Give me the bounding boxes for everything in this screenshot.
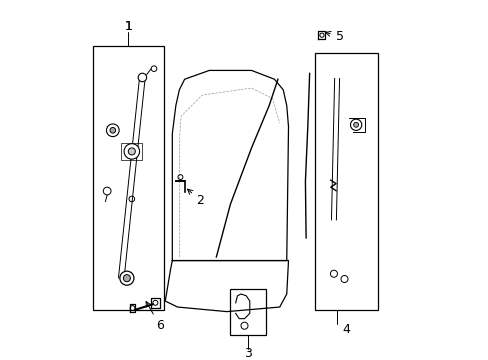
Text: 2: 2 [187,189,204,207]
Circle shape [110,127,115,133]
Circle shape [319,33,324,37]
Bar [230,289,265,334]
Circle shape [128,148,135,155]
Circle shape [106,124,119,137]
Circle shape [123,275,130,282]
Text: 4: 4 [342,323,350,336]
Text: 3: 3 [244,347,251,360]
Bar [314,53,378,310]
Text: 5: 5 [325,31,343,44]
Circle shape [124,144,139,159]
Circle shape [138,73,146,82]
Circle shape [103,187,111,195]
Circle shape [241,322,247,329]
Bar [121,143,142,160]
Circle shape [340,275,347,283]
Circle shape [353,122,358,127]
Text: 6: 6 [146,302,163,332]
Circle shape [330,270,337,277]
Circle shape [151,66,157,72]
Circle shape [120,271,134,285]
Bar [93,46,163,310]
Text: 1: 1 [124,20,132,33]
Circle shape [350,119,361,130]
Text: 1: 1 [124,20,132,33]
